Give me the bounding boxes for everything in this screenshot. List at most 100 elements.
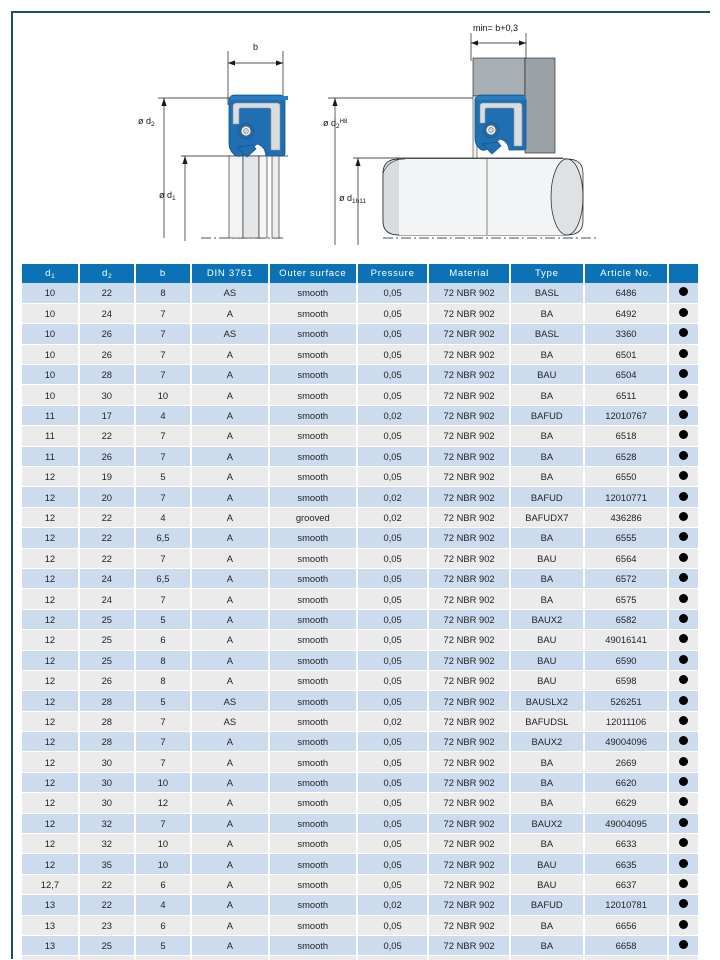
cell-d2: 26 [78,955,136,960]
table-row[interactable]: 10 26 7 AS smooth 0,05 72 NBR 902 BASL 3360 [22,323,698,345]
cell-type: BAFUDSL [509,711,585,733]
cell-din: A [191,507,270,529]
cell-material: 72 NBR 902 [428,466,511,488]
column-header-check[interactable] [668,264,698,283]
cell-din: A [191,772,270,794]
cell-material: 72 NBR 902 [428,813,511,835]
cell-material: 72 NBR 902 [428,609,511,631]
cell-b: 4 [134,405,193,427]
cell-din: A [191,915,270,937]
column-header-b[interactable]: b [134,264,193,283]
column-header-d1[interactable]: d1 [22,264,80,283]
cell-article: 6633 [583,833,670,855]
cell-outer: smooth [268,711,358,733]
cell-din: A [191,303,270,325]
cell-outer: smooth [268,629,358,651]
cell-d1: 12 [22,751,80,773]
cell-din: A [191,466,270,488]
cell-type: BA [509,792,585,814]
column-header-type[interactable]: Type [509,264,585,283]
bullet-icon [679,308,689,318]
cell-type: BAFUD [509,486,585,508]
cell-pressure: 0,05 [356,935,430,957]
cell-d1: 10 [22,344,80,366]
cell-b: 8 [134,670,193,692]
cell-pressure: 0,05 [356,813,430,835]
cell-pressure: 0,05 [356,323,430,345]
table-row[interactable]: 12 28 5 AS smooth 0,05 72 NBR 902 BAUSLX2 526251 [22,690,698,712]
cell-din: A [191,874,270,896]
cell-d2: 32 [78,813,136,835]
cell-article: 6590 [583,650,670,671]
cell-outer: smooth [268,446,358,468]
cell-pressure: 0,05 [356,731,430,753]
cell-d1: 10 [22,323,80,345]
cell-outer: smooth [268,915,358,937]
table-row[interactable]: 12 28 7 AS smooth 0,02 72 NBR 902 BAFUDSL 120111… [22,711,698,733]
cell-pressure: 0,05 [356,364,430,386]
cell-type: BAU [509,650,585,671]
cell-b: 10 [134,384,193,406]
cell-article: 6656 [583,915,670,937]
column-header-material[interactable]: Material [428,264,511,283]
bullet-icon [679,695,689,705]
table-row[interactable]: 10 22 8 AS smooth 0,05 72 NBR 902 BASL 6486 [22,283,698,304]
column-header-d2[interactable]: d2 [78,264,136,283]
cell-article: 6550 [583,466,670,488]
column-header-din[interactable]: DIN 3761 [191,264,270,283]
cell-pressure: 0,05 [356,384,430,406]
cell-pressure: 0,02 [356,507,430,529]
cell-d2: 30 [78,384,136,406]
column-header-outer[interactable]: Outer surface [268,264,358,283]
column-header-pressure[interactable]: Pressure [356,264,430,283]
cell-availability-indicator [668,303,698,325]
cell-outer: grooved [268,507,358,529]
cell-din: A [191,751,270,773]
cell-article: 6504 [583,364,670,386]
cell-pressure: 0,02 [356,486,430,508]
column-header-article[interactable]: Article No. [583,264,670,283]
cell-d1: 12 [22,670,80,692]
cell-din: A [191,548,270,569]
cell-pressure: 0,05 [356,568,430,590]
bullet-icon [679,348,689,358]
cell-availability-indicator [668,446,698,468]
cell-pressure: 0,05 [356,690,430,712]
cell-article: 6492 [583,303,670,325]
cell-availability-indicator [668,813,698,835]
cell-b: 12 [134,792,193,814]
cell-outer: smooth [268,486,358,508]
cell-availability-indicator [668,894,698,916]
cell-d1: 12 [22,548,80,569]
